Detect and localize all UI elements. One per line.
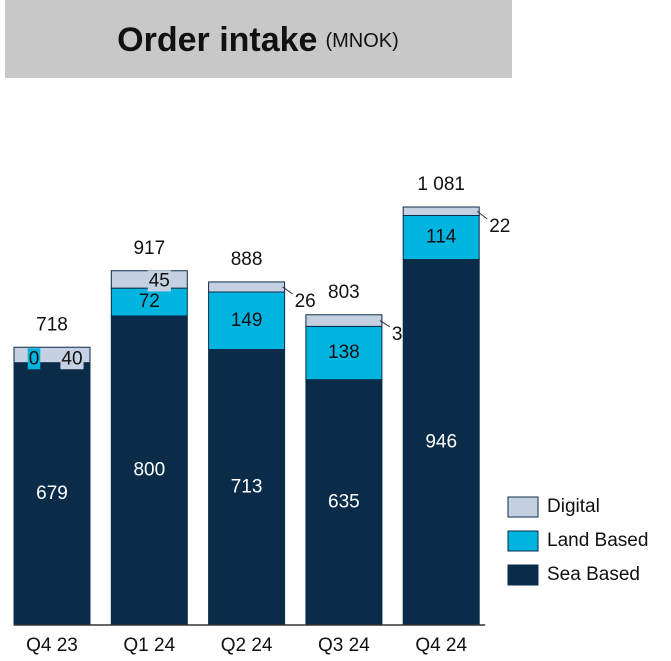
value-label: 0 [29,348,40,369]
value-label: 114 [426,227,457,248]
legend-label: Sea Based [547,564,640,585]
leader-line [282,286,293,295]
value-label: 635 [328,491,360,512]
chart-title: Order intake [117,21,317,59]
value-label: 40 [61,348,82,369]
legend-swatch [507,496,539,518]
value-label: 72 [139,291,160,312]
value-label: 138 [328,342,360,363]
label-background [425,226,458,248]
value-label: 26 [295,291,316,312]
x-tick-label: Q2 24 [221,635,273,656]
x-tick-label: Q1 24 [123,635,175,656]
x-tick-label: Q3 24 [318,635,370,656]
leader-line [379,320,391,328]
leader-line [476,210,488,220]
legend-label: Digital [547,496,600,517]
bar-segment [305,314,383,327]
total-label: 803 [328,282,360,303]
value-label: 22 [489,216,510,237]
legend-swatch [507,564,539,586]
value-label: 149 [231,310,263,331]
bar-segment [402,206,480,216]
legend-swatch [507,530,539,552]
bar-segment [208,349,286,626]
title-box [5,0,512,78]
label-background [137,291,161,313]
chart-subtitle: (MNOK) [325,30,398,52]
bar-segment [208,281,286,293]
value-label: 713 [231,476,263,497]
label-background [229,309,264,331]
title-group: Order intake (MNOK) [117,21,399,59]
total-label: 917 [133,238,165,259]
value-label: 946 [425,431,457,452]
total-label: 1 081 [417,174,465,195]
x-tick-label: Q4 24 [415,635,467,656]
total-label: 718 [36,314,68,335]
value-label: 800 [133,459,165,480]
bar-segment [13,362,91,626]
label-background [27,348,41,370]
bar-segment [402,259,480,626]
value-label: 45 [149,270,170,291]
x-tick-label: Q4 23 [26,635,78,656]
bar-segment [305,379,383,626]
label-background [60,348,84,370]
value-label: 679 [36,483,68,504]
label-background [147,270,171,292]
legend-label: Land Based [547,530,648,551]
bar-segment [110,315,188,626]
label-background [327,342,361,364]
total-label: 888 [231,249,263,270]
